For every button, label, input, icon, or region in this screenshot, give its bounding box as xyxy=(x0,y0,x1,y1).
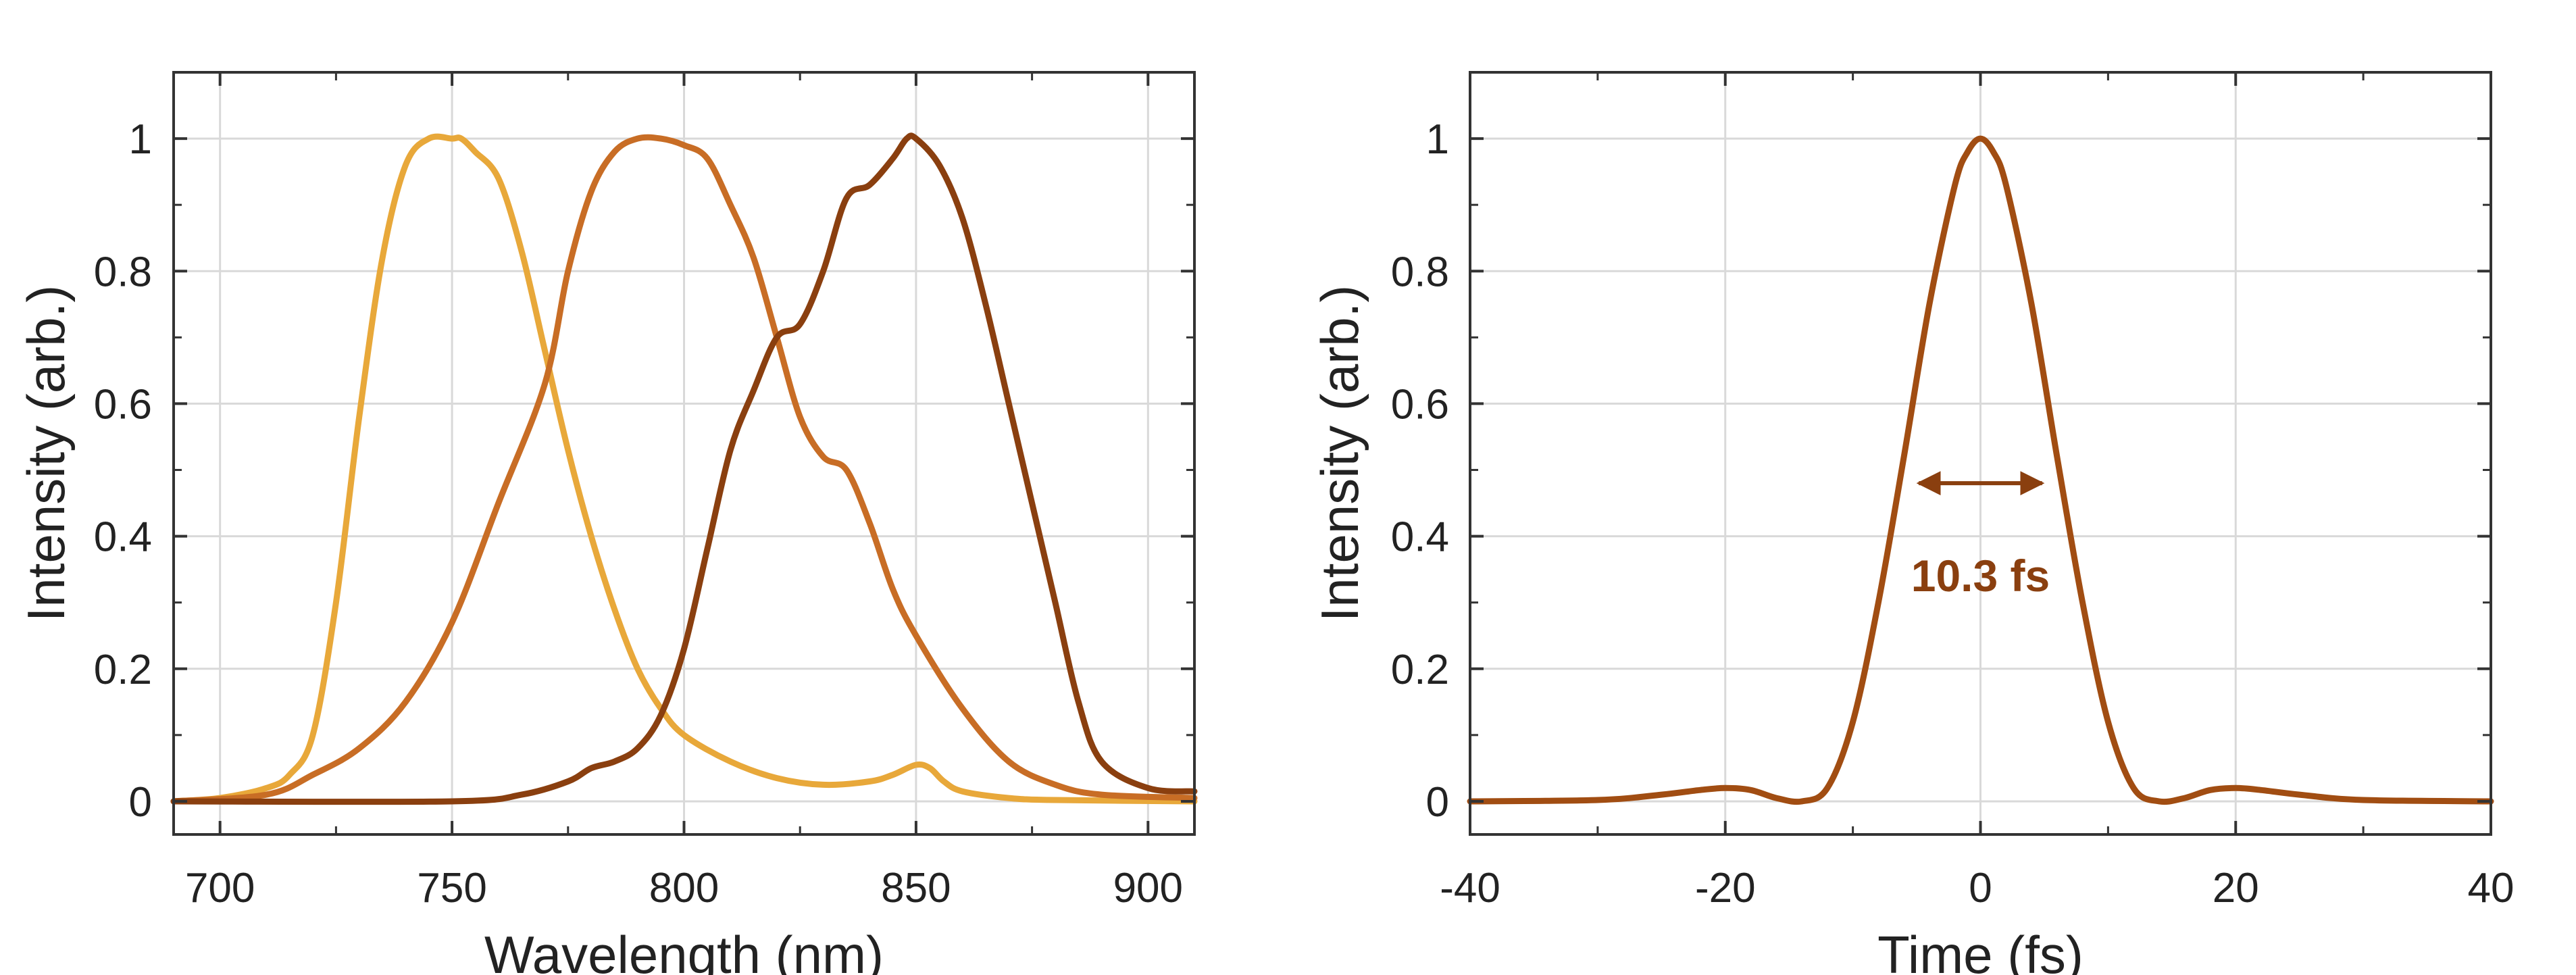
spectrum-800nm-line xyxy=(170,134,1198,805)
pulse-series xyxy=(1467,135,2494,805)
spectra-x-tick-label: 750 xyxy=(417,865,486,911)
spectra-x-tick-label: 900 xyxy=(1113,865,1183,911)
spectrum-850nm-line xyxy=(170,132,1198,805)
spectra-series xyxy=(170,132,1198,805)
spectra-grid xyxy=(174,72,1194,834)
pulse-x-tick-label: -20 xyxy=(1695,865,1756,911)
pulse-y-axis-label: Intensity (arb.) xyxy=(1310,285,1369,622)
pulse-line xyxy=(1467,135,2494,805)
spectra-y-tick-label: 0.8 xyxy=(94,249,152,295)
pulse-y-tick-label: 0 xyxy=(1426,779,1449,826)
spectra-x-tick-label: 850 xyxy=(881,865,951,911)
pulse-x-tick-label: -40 xyxy=(1440,865,1500,911)
pulse-y-tick-label: 0.4 xyxy=(1391,514,1449,561)
spectra-x-tick-label: 800 xyxy=(649,865,719,911)
spectra-x-axis-label: Wavelength (nm) xyxy=(484,925,884,975)
pulse-x-tick-label: 0 xyxy=(1969,865,1992,911)
pulse-chart: -40 -20 0 20 40 0 0.2 0.4 0.6 0.8 1 10.3 fs Time (… xyxy=(1310,71,2515,975)
spectra-y-axis-label: Intensity (arb.) xyxy=(16,285,76,622)
spectra-y-tick-label: 0.2 xyxy=(94,647,152,693)
spectra-chart: 700 750 800 850 900 0 0.2 0.4 0.6 0.8 1 Wavelength… xyxy=(16,71,1198,975)
fwhm-label: 10.3 fs xyxy=(1911,551,2050,601)
pulse-x-axis-label: Time (fs) xyxy=(1877,925,2083,975)
spectra-y-tick-label: 0.4 xyxy=(94,514,152,561)
spectra-y-tick-label: 0.6 xyxy=(94,381,152,428)
pulse-y-tick-label: 1 xyxy=(1426,116,1449,163)
pulse-y-tick-label: 0.2 xyxy=(1391,647,1449,693)
pulse-y-tick-label: 0.6 xyxy=(1391,381,1449,428)
spectra-ticks: 700 750 800 850 900 0 0.2 0.4 0.6 0.8 1 xyxy=(94,72,1194,911)
spectrum-750nm-line xyxy=(170,133,1198,805)
pulse-grid xyxy=(1469,72,2492,834)
spectra-y-tick-label: 1 xyxy=(129,116,152,163)
pulse-ticks: -40 -20 0 20 40 0 0.2 0.4 0.6 0.8 1 xyxy=(1391,72,2515,911)
spectra-y-tick-label: 0 xyxy=(129,779,152,826)
pulse-x-tick-label: 40 xyxy=(2468,865,2515,911)
pulse-y-tick-label: 0.8 xyxy=(1391,249,1449,295)
spectra-x-tick-label: 700 xyxy=(185,865,255,911)
pulse-x-tick-label: 20 xyxy=(2213,865,2259,911)
